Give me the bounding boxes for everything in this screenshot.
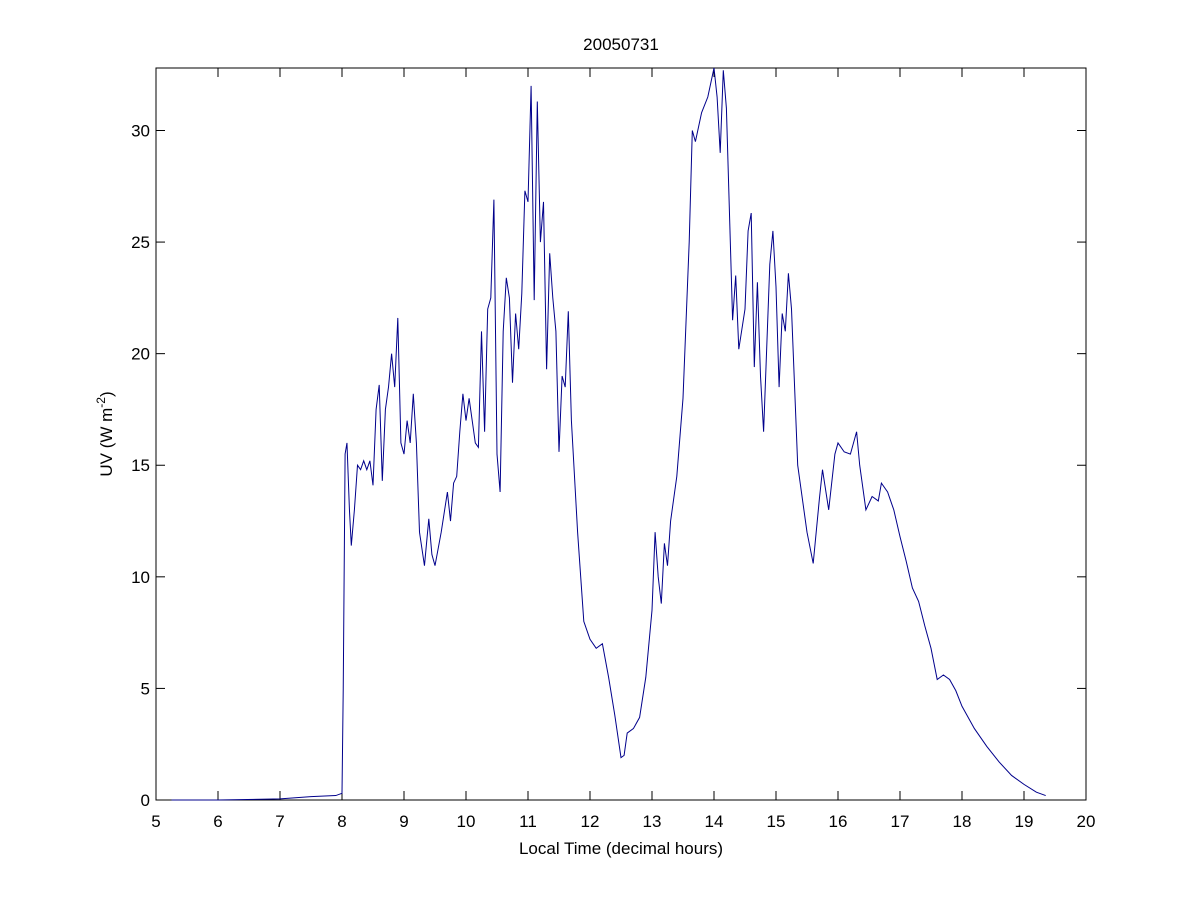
x-tick-label: 12	[581, 812, 600, 831]
chart-title: 20050731	[583, 35, 659, 54]
x-tick-label: 10	[457, 812, 476, 831]
x-tick-label: 20	[1077, 812, 1096, 831]
x-tick-label: 6	[213, 812, 222, 831]
x-tick-label: 13	[643, 812, 662, 831]
x-tick-label: 18	[953, 812, 972, 831]
y-tick-label: 10	[131, 568, 150, 587]
x-tick-label: 14	[705, 812, 724, 831]
y-tick-label: 15	[131, 456, 150, 475]
x-tick-label: 11	[519, 812, 537, 831]
x-axis-label: Local Time (decimal hours)	[519, 839, 723, 858]
x-tick-label: 19	[1015, 812, 1034, 831]
line-series	[171, 67, 1046, 801]
y-tick-label: 30	[131, 121, 150, 140]
y-tick-label: 0	[141, 791, 150, 810]
y-label-main: UV (W m	[97, 408, 116, 477]
y-tick-label: 20	[131, 345, 150, 364]
x-tick-label: 17	[891, 812, 910, 831]
plot-frame	[155, 67, 1087, 801]
y-label-sup: -2	[94, 397, 108, 408]
x-tick-label: 7	[275, 812, 284, 831]
x-tick-label: 16	[829, 812, 848, 831]
y-label-end: )	[97, 391, 116, 397]
x-tick-label: 5	[151, 812, 160, 831]
y-tick-label: 5	[141, 679, 150, 698]
x-tick-label: 8	[337, 812, 346, 831]
x-tick-label: 9	[399, 812, 408, 831]
y-tick-label: 25	[131, 233, 150, 252]
y-axis-label: UV (W m-2)	[94, 391, 116, 476]
x-tick-label: 15	[767, 812, 786, 831]
